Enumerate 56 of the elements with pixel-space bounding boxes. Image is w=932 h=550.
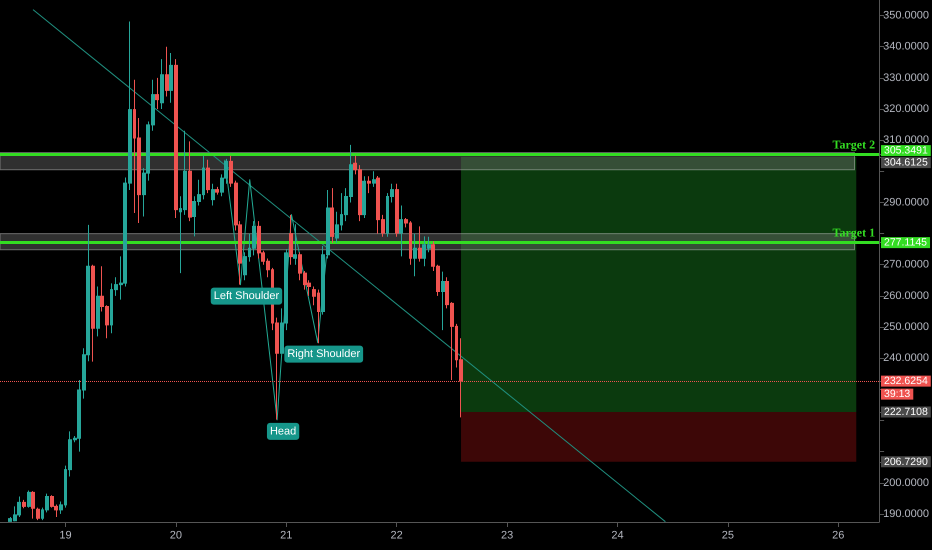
y-tick-label: 260.0000 — [883, 290, 930, 302]
y-tick-label: 190.0000 — [883, 508, 930, 520]
candlestick — [330, 188, 334, 244]
candlestick — [17, 496, 21, 518]
candlestick — [165, 46, 169, 98]
x-tick-label: 19 — [59, 530, 72, 542]
x-tick-label: 22 — [390, 530, 403, 542]
candlestick — [418, 226, 422, 262]
y-tick-label: 305.3491 — [884, 144, 928, 157]
candlestick — [399, 205, 403, 257]
candlestick — [27, 490, 31, 508]
x-tick-label: 26 — [832, 530, 844, 542]
y-tick-label: 310.0000 — [883, 134, 930, 146]
candlestick — [211, 183, 215, 206]
y-tick-label: 250.0000 — [883, 321, 930, 334]
candlestick — [367, 176, 371, 194]
y-tick-label: 232.6254 — [884, 375, 928, 388]
candlestick — [395, 183, 399, 238]
y-tick-label: 304.6125 — [884, 156, 928, 169]
candlestick — [293, 224, 297, 266]
x-tick-label: 24 — [611, 530, 624, 542]
candlestick — [96, 286, 100, 337]
y-tick-label: 350.0000 — [883, 10, 930, 22]
y-tick-label: 222.7108 — [884, 406, 928, 418]
candlestick — [441, 271, 445, 331]
candlestick — [169, 52, 173, 104]
x-tick-label: 25 — [722, 530, 734, 542]
annotation: Head — [270, 425, 296, 438]
x-tick-label: 23 — [500, 530, 514, 542]
x-tick-label: 21 — [280, 530, 292, 542]
y-tick-label: 340.0000 — [883, 40, 930, 53]
y-tick-label: 320.0000 — [883, 103, 930, 116]
candlestick — [215, 186, 219, 196]
y-tick-label: 277.1145 — [884, 236, 928, 249]
y-tick-label: 200.0000 — [883, 476, 930, 489]
candlestick — [91, 264, 95, 362]
candlestick — [155, 77, 159, 110]
y-tick-label: 270.0000 — [883, 258, 930, 271]
y-tick-label: 330.0000 — [883, 72, 930, 84]
candlestick — [372, 170, 376, 188]
candlestick — [22, 499, 26, 509]
candlestick — [188, 140, 192, 222]
y-tick-label: 290.0000 — [883, 196, 930, 208]
candlestick — [362, 176, 366, 219]
text: 39:13 — [884, 388, 910, 400]
candlestick — [413, 233, 417, 277]
candlestick — [160, 58, 164, 110]
ref-line-label: Target 2 — [832, 138, 876, 152]
candlestick — [206, 159, 210, 194]
annotation: Left Shoulder — [214, 290, 280, 302]
x-tick-label: 20 — [170, 530, 182, 542]
candlestick — [174, 58, 178, 219]
y-tick-label: 206.7290 — [884, 456, 928, 468]
candlestick — [289, 214, 293, 266]
y-tick-label: 240.0000 — [883, 352, 930, 364]
annotation: Right Shoulder — [287, 348, 360, 360]
